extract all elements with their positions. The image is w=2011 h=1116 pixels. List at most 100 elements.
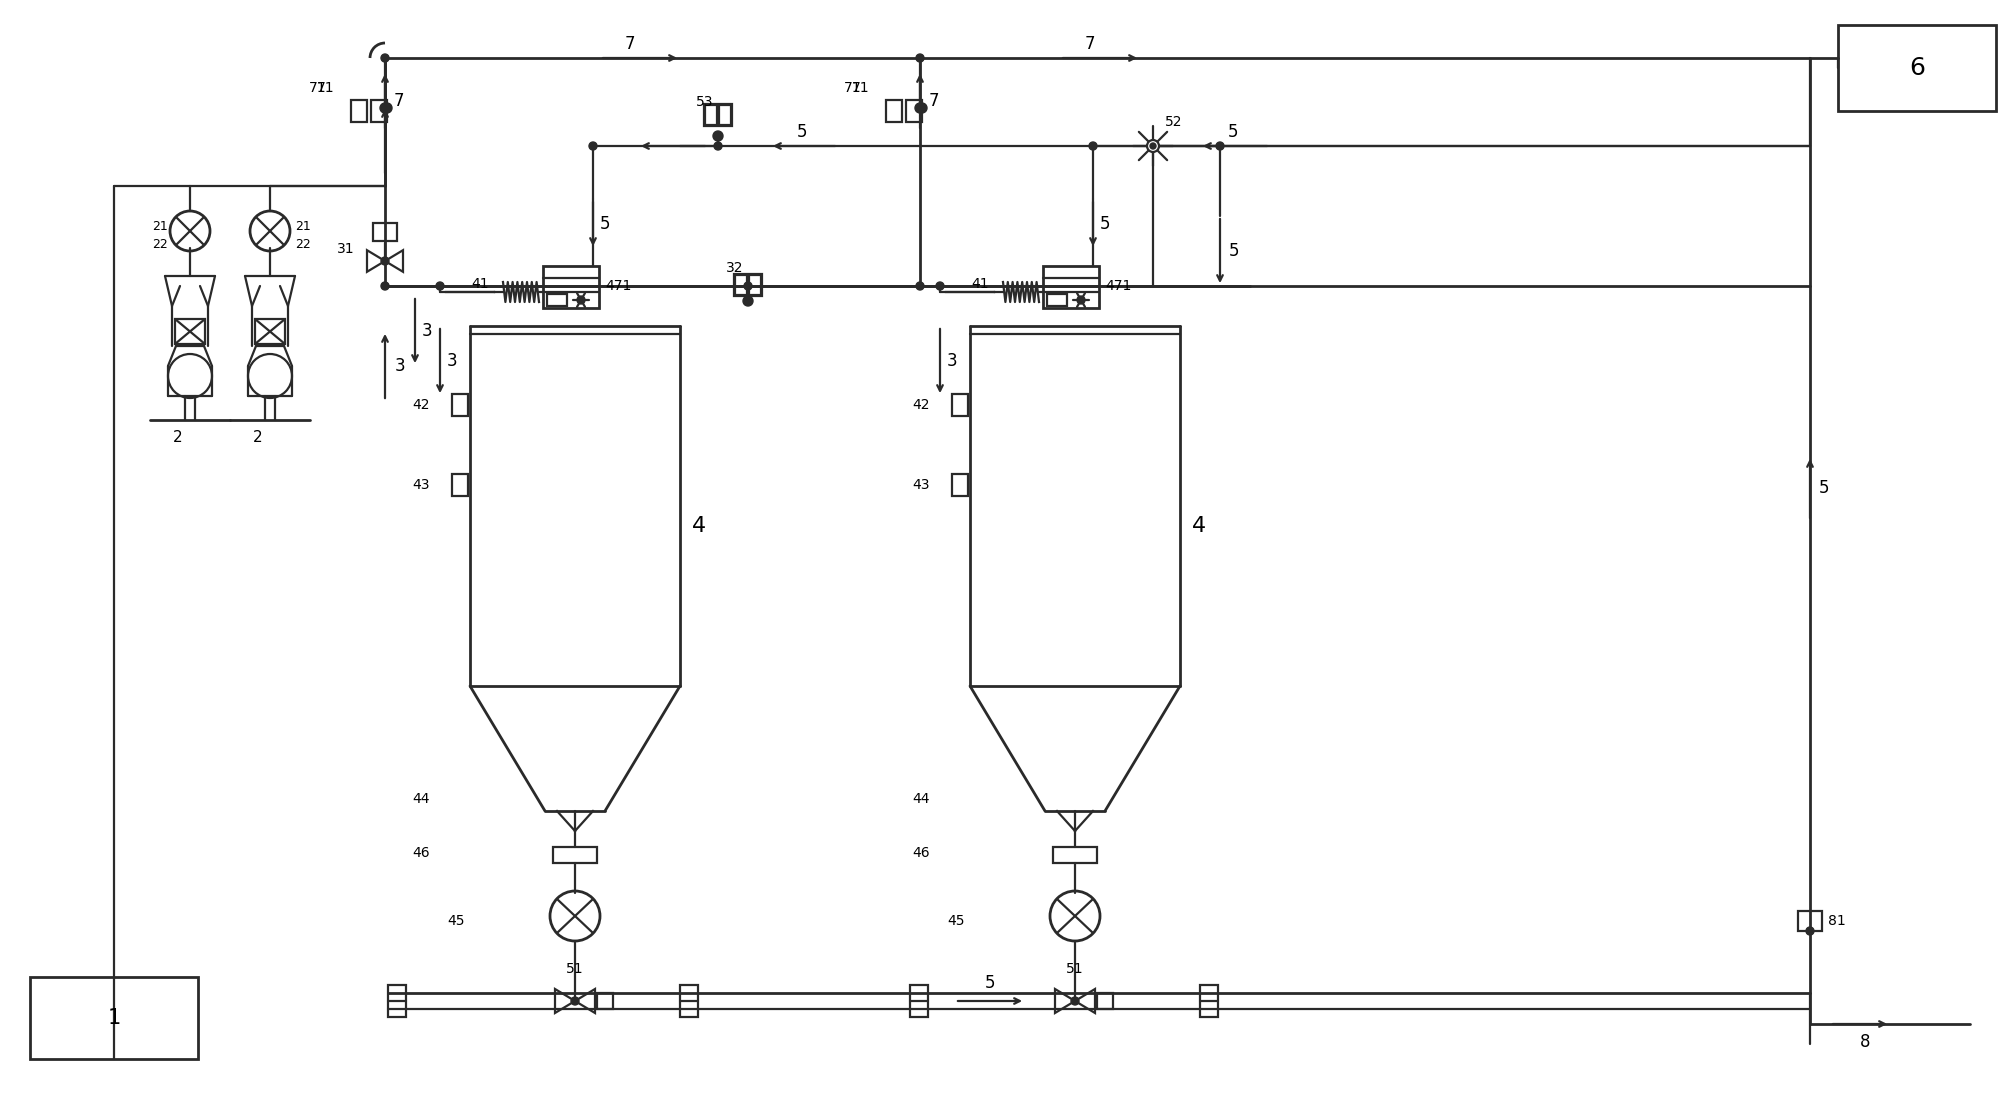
Text: 4: 4 [1193,516,1207,536]
Text: 3: 3 [422,323,432,340]
Text: 41: 41 [471,277,489,291]
Circle shape [436,282,444,290]
Bar [547,294,567,306]
Text: 44: 44 [412,792,430,806]
Circle shape [714,131,724,141]
Bar [597,993,613,1009]
Circle shape [1150,143,1156,150]
Circle shape [1217,142,1225,150]
Text: 51: 51 [1066,962,1084,976]
Bar [734,275,746,295]
Text: 43: 43 [412,478,430,492]
Circle shape [380,257,388,264]
Text: 5: 5 [1818,479,1830,497]
Circle shape [915,103,925,113]
Text: 22: 22 [153,238,169,250]
Text: 7: 7 [1084,35,1096,52]
Circle shape [744,282,752,290]
Bar [1798,911,1822,931]
Circle shape [380,103,390,113]
Bar [720,105,732,125]
Text: 1: 1 [107,1008,121,1028]
Text: 5: 5 [1229,242,1239,260]
Text: 71: 71 [310,81,328,95]
Text: 43: 43 [913,478,929,492]
Circle shape [1806,927,1814,935]
Bar [175,319,205,344]
Text: 471: 471 [605,279,631,294]
Bar [543,266,599,308]
Bar [372,223,396,241]
Text: 3: 3 [446,352,456,371]
Text: 71: 71 [845,81,863,95]
Text: 51: 51 [567,962,583,976]
Text: 71: 71 [318,81,336,95]
Bar [553,847,597,863]
Text: 8: 8 [1860,1033,1870,1051]
Text: 52: 52 [1164,115,1182,129]
Text: 21: 21 [153,220,169,232]
Text: 4: 4 [692,516,706,536]
Text: 42: 42 [412,398,430,412]
Circle shape [714,142,722,150]
Bar [951,394,967,416]
Bar [352,100,366,122]
Text: 7: 7 [625,35,635,52]
Bar [1044,266,1098,308]
Circle shape [917,103,927,113]
Circle shape [1090,142,1096,150]
Text: 42: 42 [913,398,929,412]
Text: 5: 5 [985,974,995,992]
Text: 44: 44 [913,792,929,806]
Text: 7: 7 [394,92,404,110]
Text: 5: 5 [1100,215,1110,233]
Circle shape [380,54,388,62]
Text: 21: 21 [296,220,312,232]
Circle shape [1146,140,1158,152]
Text: 46: 46 [412,846,430,860]
Bar [1838,25,1997,110]
Text: 2: 2 [173,431,183,445]
Text: 22: 22 [296,238,312,250]
Text: 45: 45 [448,914,465,929]
Bar [452,474,469,496]
Text: 45: 45 [947,914,965,929]
Text: 7: 7 [929,92,939,110]
Circle shape [935,282,943,290]
Bar [1054,847,1096,863]
Text: 3: 3 [947,352,957,371]
Text: 53: 53 [696,95,714,109]
Text: 71: 71 [853,81,871,95]
Text: 31: 31 [338,242,356,256]
Circle shape [577,296,585,304]
Bar [370,100,386,122]
Bar [706,105,718,125]
Text: 2: 2 [253,431,263,445]
Text: 5: 5 [599,215,609,233]
Bar [680,985,698,1017]
Circle shape [380,282,388,290]
Circle shape [382,103,392,113]
Text: 5: 5 [796,123,806,141]
Bar [1201,985,1219,1017]
Bar [388,985,406,1017]
Bar [734,275,762,296]
Text: 6: 6 [1908,56,1925,80]
Circle shape [915,54,923,62]
Circle shape [915,282,923,290]
Bar [30,976,197,1059]
Text: 81: 81 [1828,914,1846,929]
Circle shape [1072,997,1080,1006]
Text: 5: 5 [1229,123,1239,141]
Bar [887,100,903,122]
Bar [951,474,967,496]
Text: 3: 3 [394,357,406,375]
Circle shape [589,142,597,150]
Bar [452,394,469,416]
Bar [255,319,286,344]
Bar [1048,294,1068,306]
Text: 41: 41 [971,277,989,291]
Circle shape [571,997,579,1006]
Bar [907,100,921,122]
Circle shape [742,296,752,306]
